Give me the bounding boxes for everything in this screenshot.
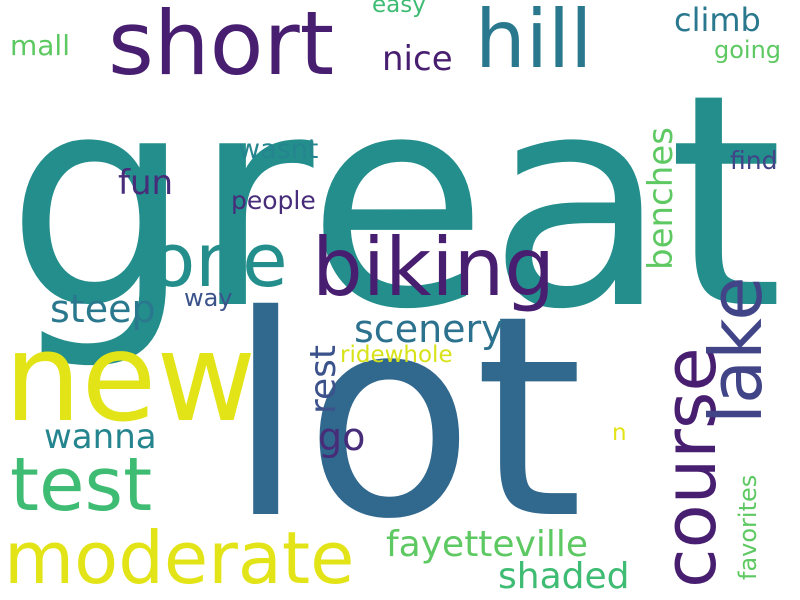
word-shaded: shaded: [498, 556, 630, 597]
word-new: new: [4, 307, 257, 449]
word-benches: benches: [641, 127, 681, 270]
word-go: go: [318, 415, 366, 459]
word-steep: steep: [50, 287, 156, 331]
word-favorites: favorites: [734, 474, 762, 580]
word-easy: easy: [372, 0, 426, 18]
word-one: one: [150, 218, 288, 304]
word-climb: climb: [674, 1, 761, 39]
word-great: great: [6, 32, 784, 374]
word-wasnt: wasnt: [238, 134, 319, 165]
word-fun: fun: [118, 163, 174, 203]
word-rest: rest: [303, 344, 344, 414]
word-fayetteville: fayetteville: [386, 524, 589, 565]
word-lot: lot: [227, 256, 584, 580]
word-scenery: scenery: [354, 307, 504, 351]
word-n: n: [612, 420, 627, 446]
word-wanna: wanna: [44, 417, 157, 457]
word-mall: mall: [10, 29, 70, 62]
word-test: test: [10, 442, 153, 528]
word-lake: lake: [694, 276, 778, 424]
word-hill: hill: [475, 0, 593, 86]
word-moderate: moderate: [4, 516, 355, 600]
word-find: find: [730, 146, 778, 175]
word-way: way: [184, 284, 233, 312]
word-people: people: [231, 186, 316, 215]
word-ridewhole: ridewhole: [340, 342, 453, 368]
word-biking: biking: [312, 221, 556, 314]
word-short: short: [108, 0, 335, 95]
word-going: going: [714, 36, 782, 64]
word-nice: nice: [382, 39, 453, 79]
